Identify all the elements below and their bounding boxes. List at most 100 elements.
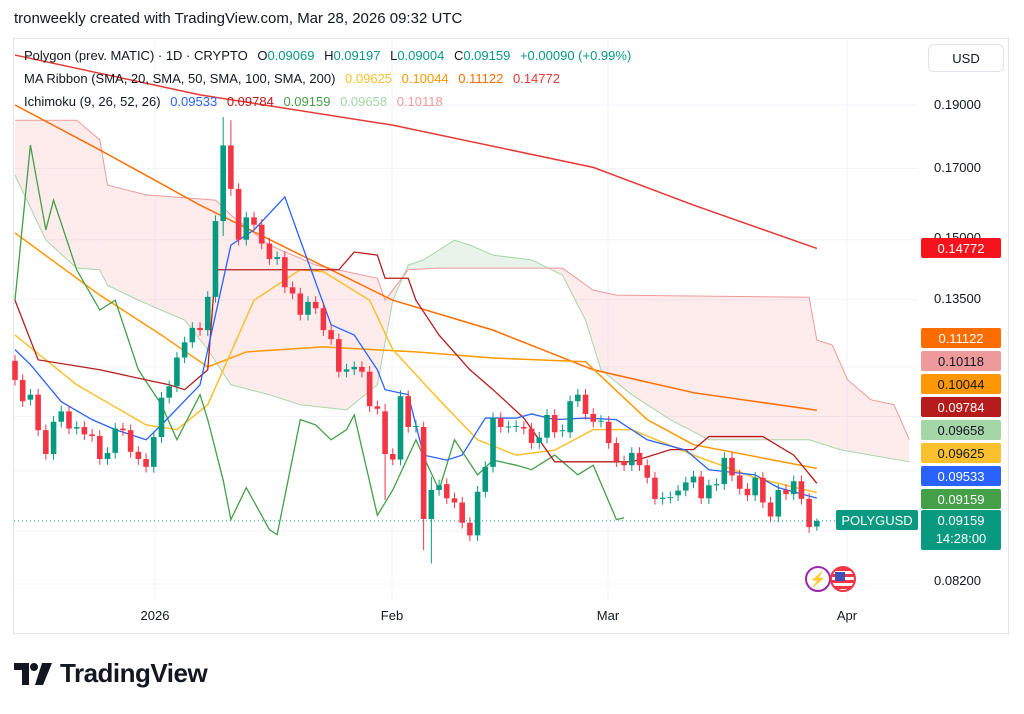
span_a-line <box>14 174 910 463</box>
base-value: 0.09784 <box>226 94 274 109</box>
candle-body <box>212 221 219 297</box>
ichimoku-legend[interactable]: Ichimoku (9, 26, 52, 26) 0.09533 0.09784… <box>24 94 449 109</box>
candle-body <box>783 489 789 495</box>
last-price: 0.09159 <box>937 513 985 528</box>
ichimoku-cloud-segment <box>585 284 594 345</box>
candle-body <box>351 366 358 370</box>
ichimoku-cloud-segment <box>901 421 910 462</box>
candle-body <box>420 426 427 520</box>
ichimoku-cloud-segment <box>115 187 123 293</box>
sma50-value: 0.10044 <box>401 71 449 86</box>
ichimoku-cloud-segment <box>184 197 193 330</box>
candle-body <box>413 425 419 427</box>
ichimoku-cloud-segment <box>361 274 370 398</box>
ichimoku-cloud-segment <box>68 120 77 269</box>
ichimoku-cloud-segment <box>300 258 308 406</box>
candle-body <box>50 421 57 455</box>
sma50-line <box>14 232 817 470</box>
candle-body <box>104 452 111 460</box>
us-flag-icon[interactable] <box>830 566 856 592</box>
ichimoku-cloud-segment <box>847 379 856 453</box>
price-tick: 0.17000 <box>934 160 981 175</box>
candle-body <box>482 466 489 492</box>
candle-body <box>667 497 674 499</box>
open-value: 0.09069 <box>267 48 315 63</box>
candle-body <box>806 498 812 528</box>
ichimoku-cloud-segment <box>38 120 46 241</box>
ichimoku-cloud-segment <box>678 295 686 428</box>
candle-body <box>459 502 465 523</box>
ichimoku-cloud-segment <box>92 133 100 270</box>
ma-ribbon-legend[interactable]: MA Ribbon (SMA, 20, SMA, 50, SMA, 100, S… <box>24 71 566 86</box>
lightning-icon[interactable]: ⚡ <box>805 566 831 592</box>
currency-button[interactable]: USD <box>928 44 1004 72</box>
ichimoku-cloud-segment <box>169 196 177 317</box>
candle-body <box>204 296 211 331</box>
sma200-value: 0.14772 <box>512 71 560 86</box>
low-label: L <box>390 48 398 63</box>
time-tick: Feb <box>380 608 404 623</box>
ichimoku-cloud-segment <box>377 278 386 385</box>
time-tick: Mar <box>596 608 620 623</box>
ichimoku-cloud-segment <box>323 266 332 409</box>
candle-body <box>27 394 34 400</box>
candle-body <box>798 481 805 499</box>
candle-body <box>521 426 527 429</box>
candle-body <box>428 489 435 520</box>
ichimoku-cloud-segment <box>747 296 756 440</box>
candle-body <box>220 145 226 222</box>
price-tick: 0.19000 <box>934 97 981 112</box>
candle-body <box>35 394 41 431</box>
ichimoku-cloud-segment <box>839 362 848 451</box>
ichimoku-cloud-segment <box>254 232 262 393</box>
candle-body <box>389 454 396 460</box>
ichimoku-cloud-segment <box>639 295 648 405</box>
ichimoku-cloud-segment <box>61 120 69 262</box>
attribution-header: tronweekly created with TradingView.com,… <box>14 10 463 27</box>
ichimoku-cloud-segment <box>554 268 563 276</box>
symbol-legend[interactable]: Polygon (prev. MATIC) · 1D · CRYPTO O0.0… <box>24 48 643 63</box>
ma-ribbon-title: MA Ribbon (SMA, 20, SMA, 50, SMA, 100, S… <box>24 71 336 86</box>
candle-body <box>143 459 149 467</box>
candle-body <box>467 522 473 536</box>
candle-body <box>150 437 157 467</box>
candle-body <box>19 379 26 402</box>
ichimoku-cloud-segment <box>863 393 871 456</box>
candle-body <box>775 489 782 517</box>
sma100-line <box>14 104 817 411</box>
logo-text: TradingView <box>60 658 208 688</box>
price-axis-badge: 0.09159 <box>921 489 1001 509</box>
tradingview-logo[interactable]: TradingView <box>14 658 208 689</box>
ichimoku-cloud-segment <box>385 289 393 341</box>
candle-body <box>490 418 496 467</box>
candle-body <box>613 443 620 462</box>
span_b-line <box>15 119 910 440</box>
ichimoku-cloud-segment <box>22 120 31 207</box>
ichimoku-cloud-segment <box>462 242 470 269</box>
close-value: 0.09159 <box>463 48 511 63</box>
candle-body <box>189 327 196 343</box>
ichimoku-cloud-segment <box>192 198 201 340</box>
price-axis-badge: 0.14772 <box>921 238 1001 258</box>
candle-body <box>528 428 535 444</box>
ichimoku-cloud-segment <box>331 268 339 409</box>
ichimoku-cloud-segment <box>755 296 763 440</box>
candle-body <box>366 371 373 407</box>
price-axis-badge: 0.09625 <box>921 443 1001 463</box>
candle-body <box>235 188 242 240</box>
candle-body <box>359 366 365 372</box>
candle-body <box>752 477 758 496</box>
ichimoku-cloud-segment <box>469 245 478 269</box>
candle-body <box>536 437 543 444</box>
ichimoku-cloud-segment <box>500 256 509 269</box>
candle-body <box>328 330 334 340</box>
ichimoku-cloud-segment <box>693 296 702 436</box>
ichimoku-cloud-segment <box>523 258 532 269</box>
candle-body <box>120 428 126 431</box>
candle-body <box>228 145 234 189</box>
candle-body <box>598 420 604 422</box>
candle-body <box>652 477 658 499</box>
ichimoku-cloud-segment <box>816 340 825 445</box>
